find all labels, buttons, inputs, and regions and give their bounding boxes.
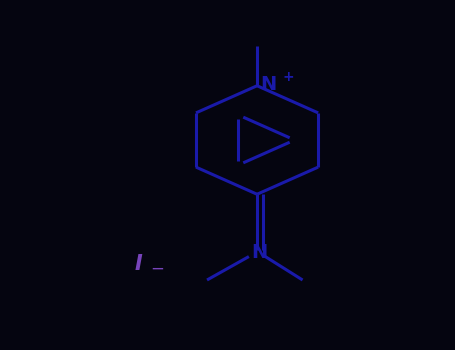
Text: −: − <box>150 260 164 278</box>
Text: N: N <box>260 75 277 93</box>
Text: N: N <box>251 243 268 261</box>
Text: I: I <box>135 254 143 274</box>
Text: +: + <box>282 70 294 84</box>
